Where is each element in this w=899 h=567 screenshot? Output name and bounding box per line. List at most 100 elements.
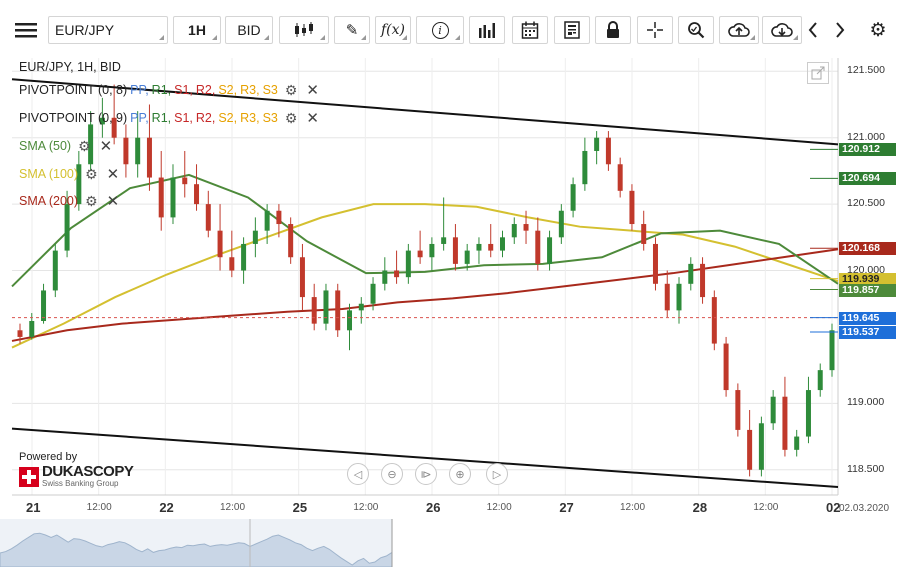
gear-icon[interactable]: ⚙ [284,109,298,126]
cloud-upload-icon [728,23,750,37]
document-icon [564,21,580,39]
drawing-tools-button[interactable]: ✎ [334,16,370,44]
symbol-label: EUR/JPY [55,22,115,38]
lock-icon [607,21,619,38]
sma100-label: SMA (100) [19,167,79,181]
candle-body [523,224,529,231]
y-tick-label: 118.500 [847,462,885,475]
info-icon: i [431,21,449,39]
scroll-right-button[interactable] [831,16,849,44]
sma100-line [11,203,839,349]
y-tick-label: 121.500 [847,64,885,77]
zoom-out-button[interactable]: ⊖ [381,463,403,485]
candle-body [711,297,717,344]
sma100-indicator[interactable]: SMA (100) ⚙ ✕ [19,165,122,184]
candle-body [358,303,364,311]
gear-icon[interactable]: ⚙ [85,192,98,209]
candle-body [241,243,247,271]
lock-button[interactable] [595,16,631,44]
settings-button[interactable]: ⚙ [864,16,892,44]
candle-body [394,270,400,278]
chart-type-button[interactable] [279,16,329,44]
scroll-left-button[interactable] [804,16,822,44]
sma200-indicator[interactable]: SMA (200) ⚙ ✕ [19,192,122,211]
info-button[interactable]: i [416,16,464,44]
pivot-indicator-2[interactable]: PIVOTPOINT (0, 9) PP, R1, S1, R2, S2, R3… [19,109,322,128]
candle-body [64,204,70,251]
channel-upper-line [11,78,839,146]
close-icon[interactable]: ✕ [306,110,319,127]
menu-button[interactable] [8,16,44,44]
navigator[interactable] [0,519,899,567]
pivot1-s1: S1, [174,83,193,97]
brand-name: DUKASCOPY [42,463,134,480]
sma50-indicator[interactable]: SMA (50) ⚙ ✕ [19,137,115,156]
pivot2-r3: R3, [240,111,260,125]
candle-body [405,250,411,278]
candle-body [558,210,564,238]
candle-body [76,164,82,205]
crosshair-button[interactable] [637,16,673,44]
close-icon[interactable]: ✕ [106,193,120,210]
channel-lines [11,78,839,489]
download-button[interactable] [762,16,802,44]
news-button[interactable] [554,16,590,44]
price-type-label: BID [237,22,261,38]
pivot2-s2: S2, [218,111,238,125]
sma200-label: SMA (200) [19,194,79,208]
indicators-button[interactable]: f(x) [375,16,411,44]
gear-icon[interactable]: ⚙ [78,137,91,154]
pivot-indicator-1[interactable]: PIVOTPOINT (0, 8) PP, R1, S1, R2, S2, R3… [19,81,322,100]
expand-icon [811,66,825,80]
pivot1-name: PIVOTPOINT (0, 8) [19,83,128,97]
upload-button[interactable] [719,16,759,44]
candle-body [735,390,741,430]
candle-body [794,436,800,450]
price-label: 120.912 [839,143,896,157]
timeframe-selector[interactable]: 1H [173,16,221,44]
x-tick-label: 21 [26,500,41,515]
candle-body [41,290,47,321]
candle-body [17,330,23,337]
sma50-label: SMA (50) [19,139,72,153]
close-icon[interactable]: ✕ [306,82,319,99]
footer-date: 02.03.2020 [839,503,890,514]
candle-body [158,177,164,218]
price-label: 120.168 [839,242,896,256]
y-tick-label: 119.000 [847,396,885,409]
volume-button[interactable] [469,16,505,44]
candle-body [652,243,658,284]
candle-body [170,177,176,218]
fx-icon: f(x) [380,22,405,38]
candle-body [123,137,129,165]
pivot2-r1: R1, [151,111,172,125]
expand-button[interactable] [807,62,829,84]
x-tick-label: 12:00 [753,502,779,513]
zoom-in-button[interactable]: ⊕ [449,463,471,485]
price-type-selector[interactable]: BID [225,16,273,44]
zoom-button[interactable] [678,16,714,44]
candle-body [535,230,541,264]
hamburger-icon [15,23,37,38]
candle-body [205,204,211,231]
scroll-forward-button[interactable]: ▷ [486,463,508,485]
close-icon[interactable]: ✕ [106,166,120,183]
reset-button[interactable]: ⧐ [415,463,437,485]
calendar-button[interactable] [512,16,548,44]
dukascopy-logo-icon [19,466,39,487]
close-icon[interactable]: ✕ [99,138,113,155]
pencil-icon: ✎ [345,22,359,39]
scroll-back-button[interactable]: ◁ [347,463,369,485]
gear-icon[interactable]: ⚙ [85,165,98,182]
symbol-selector[interactable]: EUR/JPY [48,16,168,44]
candle-body [370,283,376,304]
chevron-left-icon [808,22,817,38]
zoom-in-icon: ⊕ [455,468,465,481]
x-tick-label: 25 [292,500,308,515]
bar-chart-icon [479,23,495,38]
price-label: 119.645 [839,311,896,325]
candle-body [29,320,35,337]
gear-icon[interactable]: ⚙ [284,81,298,98]
candle-body [417,250,423,258]
